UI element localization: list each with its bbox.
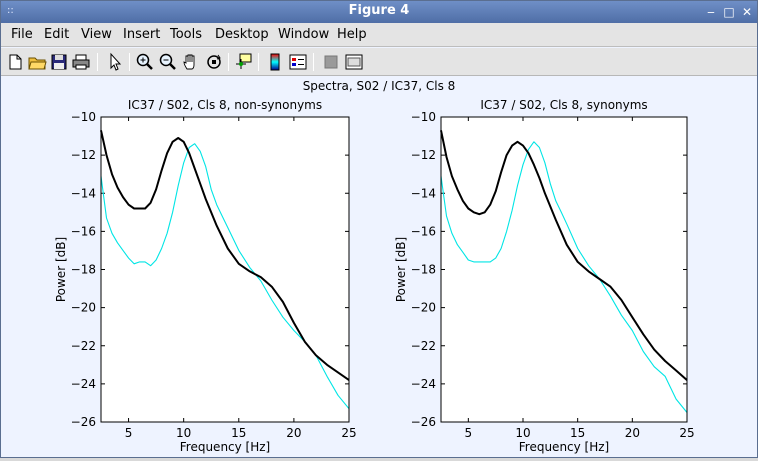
figure-suptitle: Spectra, S02 / IC37, Cls 8 (303, 79, 456, 93)
x-tick-label: 5 (465, 426, 473, 440)
save-icon[interactable] (49, 52, 69, 72)
x-tick-label: 10 (176, 426, 191, 440)
menu-tools[interactable]: Tools (170, 27, 203, 42)
y-axis-label: Power [dB] (54, 237, 68, 302)
axes-title: IC37 / S02, Cls 8, synonyms (480, 98, 647, 112)
y-tick-label: −22 (71, 339, 96, 353)
x-tick-label: 10 (515, 426, 530, 440)
legend-icon[interactable] (288, 52, 308, 72)
menu-edit[interactable]: Edit (44, 27, 70, 42)
y-tick-label: −24 (71, 377, 96, 391)
title-bar[interactable]: :: Figure 4 ‒ □ ✕ (1, 1, 757, 23)
maximize-icon[interactable]: □ (723, 5, 735, 19)
data-cursor-icon[interactable] (234, 52, 254, 72)
x-axis-label: Frequency [Hz] (519, 440, 610, 454)
x-tick-label: 20 (625, 426, 640, 440)
x-tick-label: 25 (341, 426, 356, 440)
y-tick-label: −26 (71, 415, 96, 429)
window-title: Figure 4 (348, 3, 410, 18)
x-tick-label: 20 (286, 426, 301, 440)
print-icon[interactable] (71, 52, 91, 72)
show-plot-tools-icon[interactable] (344, 52, 364, 72)
pointer-icon[interactable] (105, 52, 125, 72)
figure-canvas: Spectra, S02 / IC37, Cls 8 IC37 / S02, C… (1, 77, 757, 457)
colorbar-icon[interactable] (265, 52, 285, 72)
y-tick-label: −12 (411, 148, 436, 162)
hide-plot-tools-icon[interactable] (321, 52, 341, 72)
axes-title: IC37 / S02, Cls 8, non-synonyms (128, 98, 322, 112)
toolbar-separator (129, 53, 130, 71)
menu-window[interactable]: Window (278, 27, 330, 42)
menu-desktop[interactable]: Desktop (215, 27, 269, 42)
toolbar-separator (97, 53, 98, 71)
y-tick-label: −20 (411, 301, 436, 315)
axes-background (441, 117, 687, 422)
axes-frame (100, 116, 350, 423)
x-axis-label: Frequency [Hz] (180, 440, 271, 454)
menu-file[interactable]: File (11, 27, 33, 42)
x-tick-label: 15 (231, 426, 246, 440)
y-tick-label: −10 (411, 110, 436, 124)
y-tick-label: −10 (71, 110, 96, 124)
y-axis-label: Power [dB] (394, 237, 408, 302)
y-tick-label: −20 (71, 301, 96, 315)
y-tick-label: −18 (71, 263, 96, 277)
open-folder-icon[interactable] (27, 52, 47, 72)
y-tick-label: −16 (411, 224, 436, 238)
series-line-cyan[interactable] (100, 143, 350, 410)
x-tick-label: 5 (125, 426, 133, 440)
plots-svg: Spectra, S02 / IC37, Cls 8 IC37 / S02, C… (54, 79, 695, 454)
toolbar-separator (313, 53, 314, 71)
x-tick-label: 15 (570, 426, 585, 440)
series-line-black[interactable] (100, 130, 350, 381)
y-tick-label: −26 (411, 415, 436, 429)
y-tick-label: −22 (411, 339, 436, 353)
new-file-icon[interactable] (5, 52, 25, 72)
series-line-black[interactable] (440, 130, 688, 381)
series-line-cyan[interactable] (440, 141, 688, 413)
zoom-out-icon[interactable] (158, 52, 178, 72)
y-tick-label: −18 (411, 263, 436, 277)
x-tick-label: 25 (679, 426, 694, 440)
y-tick-label: −24 (411, 377, 436, 391)
window-menu-icon[interactable]: :: (7, 5, 14, 16)
menu-insert[interactable]: Insert (123, 27, 161, 42)
y-tick-label: −12 (71, 148, 96, 162)
y-tick-label: −14 (411, 186, 436, 200)
toolbar (1, 48, 757, 76)
axes-frame (440, 116, 688, 423)
close-icon[interactable]: ✕ (741, 5, 753, 19)
zoom-in-icon[interactable] (135, 52, 155, 72)
axes-left[interactable]: IC37 / S02, Cls 8, non-synonyms Frequenc… (54, 98, 357, 454)
menu-help[interactable]: Help (337, 27, 367, 42)
toolbar-separator (228, 53, 229, 71)
axes-right[interactable]: IC37 / S02, Cls 8, synonyms Frequency [H… (394, 98, 695, 454)
toolbar-separator (258, 53, 259, 71)
rotate-3d-icon[interactable] (204, 52, 224, 72)
menu-view[interactable]: View (81, 27, 112, 42)
y-tick-label: −14 (71, 186, 96, 200)
minimize-icon[interactable]: ‒ (707, 5, 715, 19)
menu-bar: File Edit View Insert Tools Desktop Wind… (1, 23, 757, 47)
pan-hand-icon[interactable] (181, 52, 201, 72)
y-tick-label: −16 (71, 224, 96, 238)
axes-background (101, 117, 349, 422)
